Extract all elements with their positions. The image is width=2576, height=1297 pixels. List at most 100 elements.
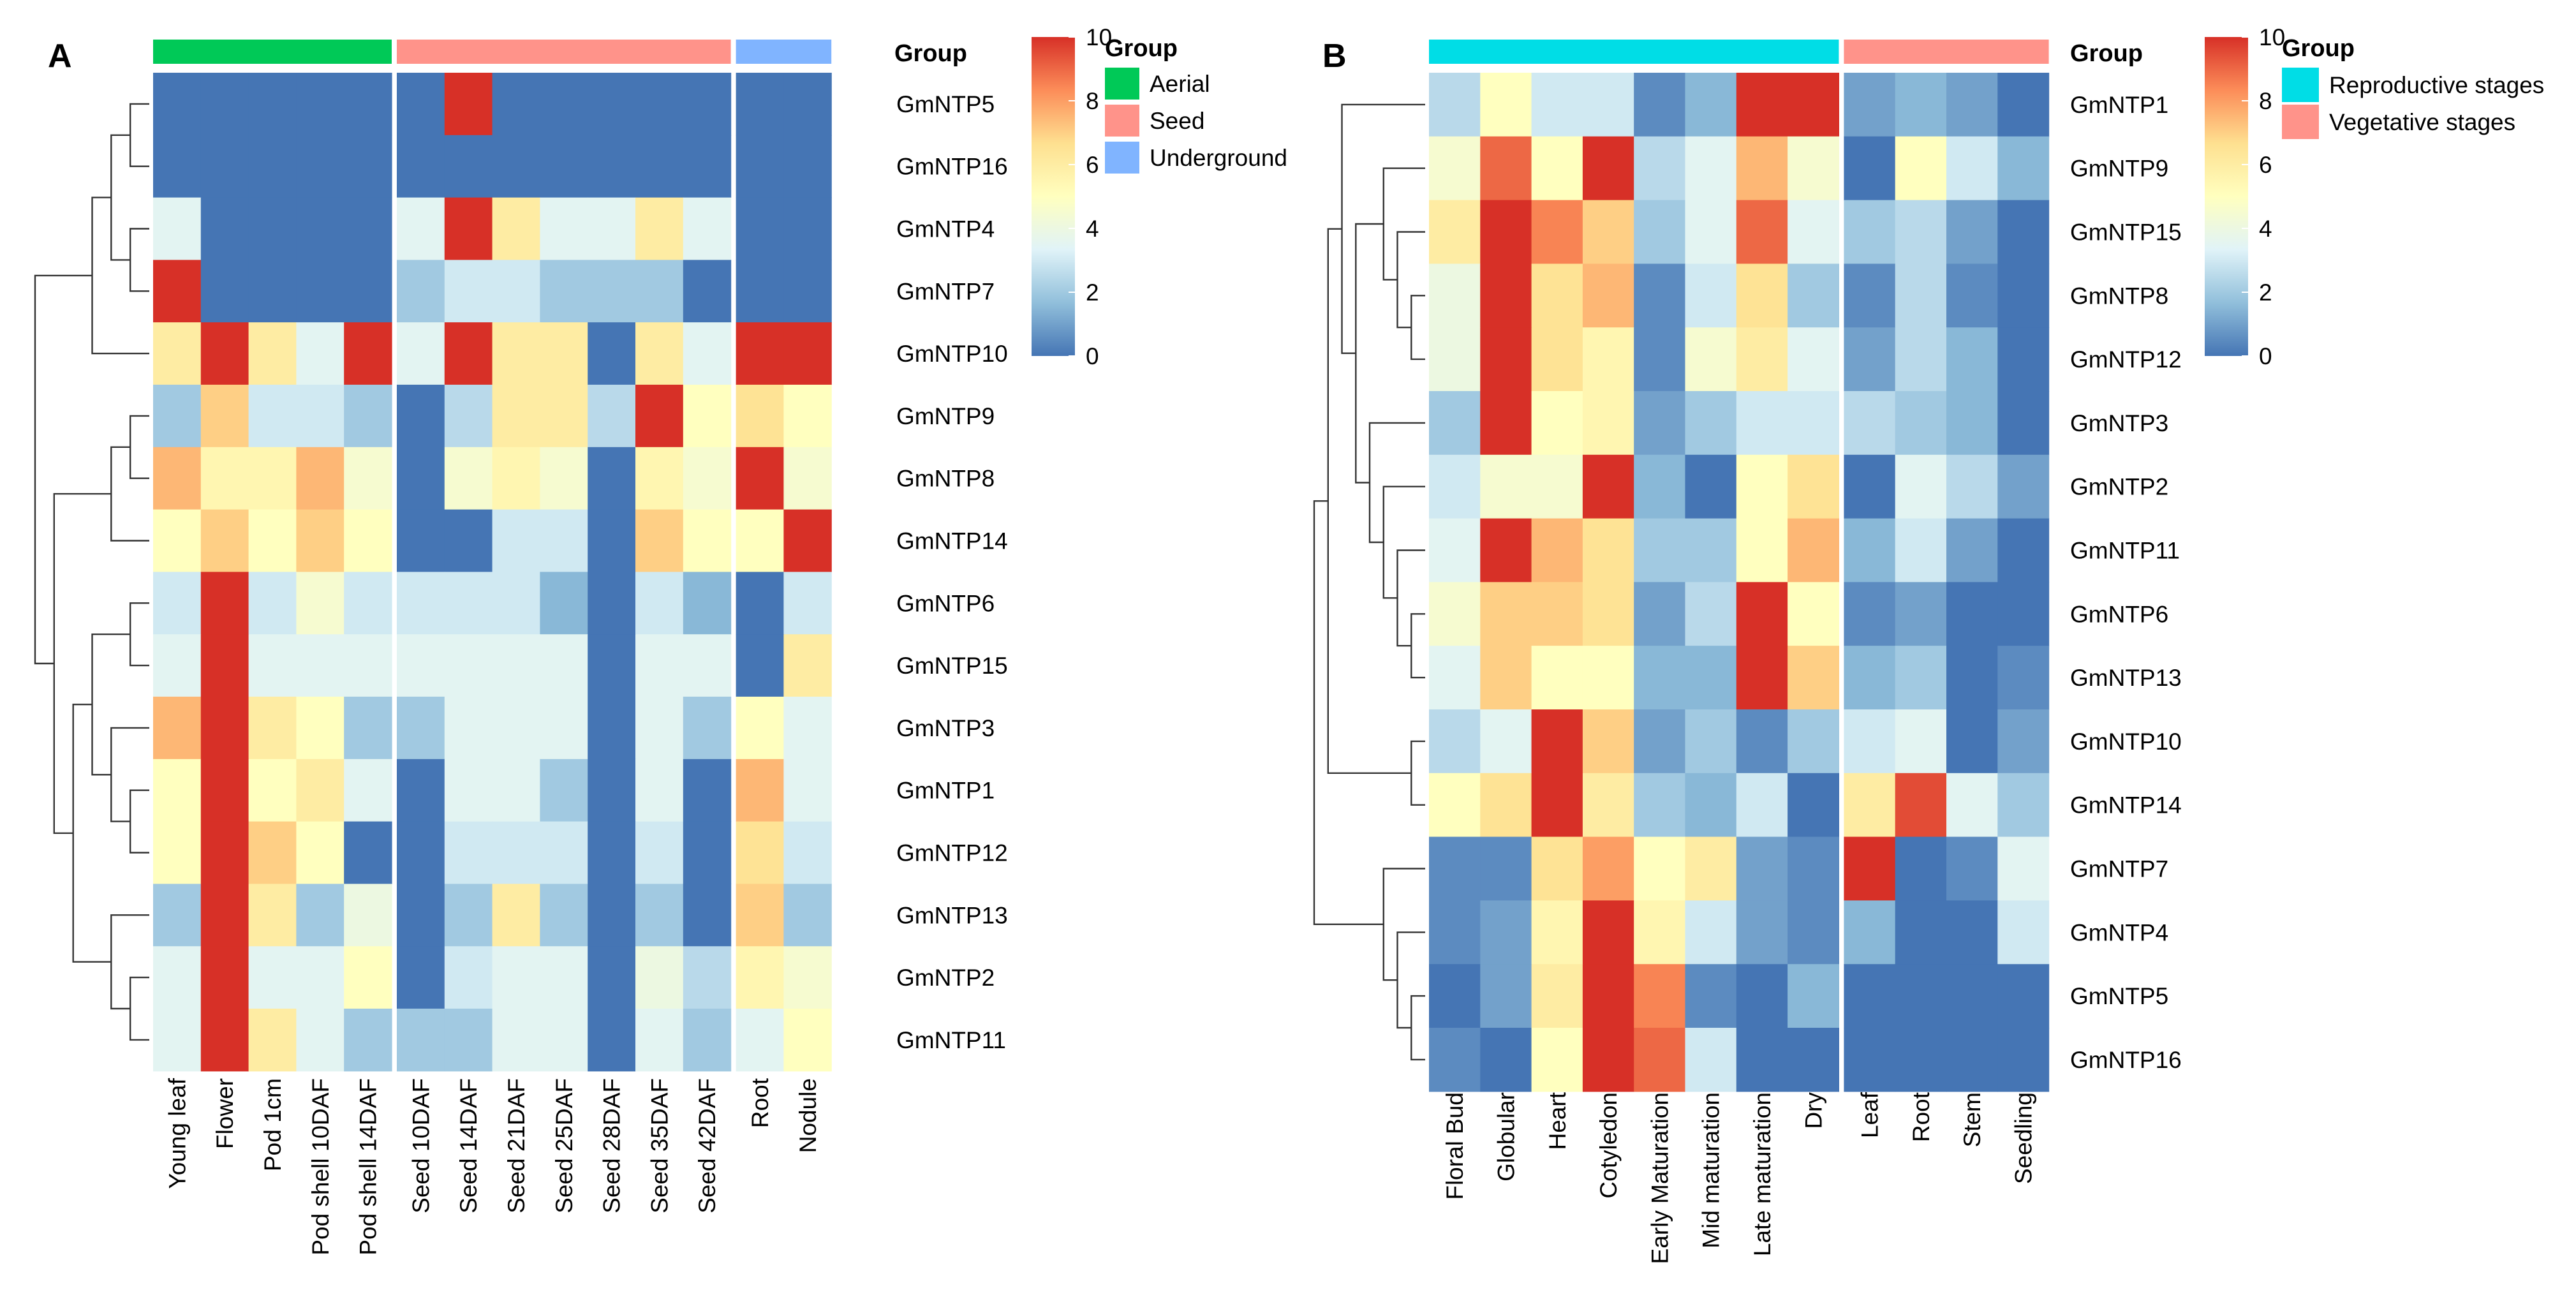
panel-b-cell-gmntp4-heart [1531,900,1583,965]
panel-a-cell-gmntp8-root [736,447,784,510]
panel-a-cell-gmntp6-pod-1cm [248,572,297,635]
panel-b-row-label-gmntp2: GmNTP2 [2070,474,2168,500]
panel-a-cell-gmntp1-young-leaf [153,759,202,822]
panel-a-cell-gmntp16-seed-21daf [492,135,540,198]
panel-a-cell-gmntp1-seed-10daf [397,759,445,822]
panel-a-cell-gmntp1-seed-25daf [540,759,588,822]
panel-a-row-label-gmntp11: GmNTP11 [896,1027,1006,1053]
panel-a-cell-gmntp6-seed-25daf [540,572,588,635]
panel-a-cell-gmntp15-root [736,634,784,697]
panel-a-cell-gmntp2-seed-10daf [397,946,445,1009]
panel-b-cell-gmntp13-seedling [1997,646,2050,710]
panel-a-cell-gmntp15-seed-42daf [683,634,732,697]
panel-b-row-label-gmntp3: GmNTP3 [2070,410,2168,436]
panel-b-cell-gmntp16-heart [1531,1028,1583,1092]
panel-b-cell-gmntp11-stem [1946,518,1998,582]
panel-b-cell-gmntp12-globular [1480,327,1532,392]
panel-a-cell-gmntp4-seed-21daf [492,197,540,260]
panel-b-cell-gmntp7-globular [1480,836,1532,901]
panel-b-cell-gmntp13-cotyledon [1582,646,1634,710]
panel-a-colorbar-tick-label: 2 [1086,279,1099,306]
panel-a-cell-gmntp9-seed-42daf [683,385,732,448]
panel-a-cell-gmntp5-seed-25daf [540,73,588,136]
panel-b-cell-gmntp14-globular [1480,773,1532,838]
panel-a-cell-gmntp16-pod-shell-14daf [344,135,392,198]
panel-b-row-label-gmntp12: GmNTP12 [2070,346,2182,373]
panel-b-cell-gmntp2-seedling [1997,454,2050,519]
panel-a-cell-gmntp5-pod-1cm [248,73,297,136]
panel-b-cell-gmntp5-mid-maturation [1685,964,1737,1028]
panel-a-dendrogram-branch [130,789,149,854]
panel-a-cell-gmntp8-pod-shell-14daf [344,447,392,510]
panel-a-legend-swatch-aerial [1105,68,1139,100]
panel-b-row-label-gmntp14: GmNTP14 [2070,792,2182,819]
panel-b-cell-gmntp3-dry [1788,391,1839,456]
panel-b-col-label-heart: Heart [1544,1092,1571,1150]
panel-b-cell-gmntp5-late-maturation [1736,964,1788,1028]
panel-b-cell-gmntp7-stem [1946,836,1998,901]
panel-a-cell-gmntp10-seed-14daf [444,322,493,385]
panel-a-row-label-gmntp10: GmNTP10 [896,341,1008,367]
panel-a-cell-gmntp4-pod-shell-10daf [296,197,344,260]
panel-b-cell-gmntp11-root [1895,518,1947,582]
panel-a-cell-gmntp6-seed-10daf [397,572,445,635]
panel-a-col-label-flower: Flower [212,1078,238,1149]
panel-a-cell-gmntp10-nodule [783,322,832,385]
panel-a-cell-gmntp9-seed-28daf [588,385,636,448]
panel-b-cell-gmntp16-leaf [1844,1028,1896,1092]
panel-a-cell-gmntp7-nodule [783,260,832,323]
panel-a-cell-gmntp8-pod-1cm [248,447,297,510]
panel-b-cell-gmntp10-early-maturation [1634,709,1686,774]
panel-a-cell-gmntp13-seed-35daf [635,884,684,947]
panel-b-cell-gmntp8-mid-maturation [1685,263,1737,328]
panel-b: B Group GmNTP1 GmNTP9 GmNTP15 GmNTP8 GmNTP12… [1313,24,2544,1264]
panel-b-cell-gmntp12-dry [1788,327,1839,392]
panel-a-cell-gmntp11-seed-35daf [635,1009,684,1072]
panel-a-cell-gmntp9-young-leaf [153,385,202,448]
panel-a-cell-gmntp13-seed-10daf [397,884,445,947]
panel-b-cell-gmntp9-heart [1531,136,1583,201]
panel-a-cell-gmntp2-flower [200,946,249,1009]
panel-b-cell-gmntp14-seedling [1997,773,2050,838]
panel-b-cell-gmntp10-mid-maturation [1685,709,1737,774]
panel-b-cell-gmntp15-seedling [1997,200,2050,264]
panel-a-row-label-gmntp16: GmNTP16 [896,154,1008,180]
panel-b-row-labels: GmNTP1 GmNTP9 GmNTP15 GmNTP8 GmNTP12 GmNTP3 Gm… [2070,92,2182,1073]
panel-b-col-label-early-maturation: Early Maturation [1647,1092,1673,1264]
panel-b-col-label-late-maturation: Late maturation [1749,1092,1775,1256]
panel-a-legend-swatch-underground [1105,142,1139,174]
panel-a-cell-gmntp5-young-leaf [153,73,202,136]
panel-a-cell-gmntp11-root [736,1009,784,1072]
panel-a-cell-gmntp1-seed-14daf [444,759,493,822]
panel-b-cell-gmntp1-floral-bud [1429,73,1481,137]
panel-a-cell-gmntp11-pod-shell-10daf [296,1009,344,1072]
panel-a-cell-gmntp16-nodule [783,135,832,198]
panel-a-cell-gmntp2-seed-21daf [492,946,540,1009]
panel-b-col-label-root: Root [1908,1092,1934,1142]
panel-b-cell-gmntp1-mid-maturation [1685,73,1737,137]
panel-a-cell-gmntp12-seed-28daf [588,821,636,884]
panel-a-col-label-nodule: Nodule [795,1078,821,1153]
panel-a-cell-gmntp7-seed-21daf [492,260,540,323]
panel-a-cell-gmntp10-root [736,322,784,385]
panel-a-cell-gmntp5-pod-shell-14daf [344,73,392,136]
panel-b-cell-gmntp8-late-maturation [1736,263,1788,328]
panel-a-legend-label-seed: Seed [1150,108,1204,134]
panel-a-col-label-seed-25daf: Seed 25DAF [551,1078,577,1213]
panel-b-cell-gmntp2-globular [1480,454,1532,519]
panel-b-cell-gmntp16-stem [1946,1028,1998,1092]
panel-a-cell-gmntp13-root [736,884,784,947]
panel-b-cell-gmntp12-heart [1531,327,1583,392]
panel-a-cell-gmntp11-flower [200,1009,249,1072]
panel-a-cell-gmntp15-nodule [783,634,832,697]
panel-a-cell-gmntp16-seed-14daf [444,135,493,198]
panel-a-legend-label-underground: Underground [1150,145,1287,171]
panel-b-cell-gmntp3-heart [1531,391,1583,456]
panel-b-cell-gmntp14-root [1895,773,1947,838]
panel-b-cell-gmntp15-heart [1531,200,1583,264]
panel-a-cell-gmntp6-pod-shell-14daf [344,572,392,635]
panel-a-cell-gmntp2-seed-14daf [444,946,493,1009]
panel-a-cell-gmntp13-seed-28daf [588,884,636,947]
panel-a-cell-gmntp2-pod-shell-10daf [296,946,344,1009]
panel-a-row-label-gmntp8: GmNTP8 [896,466,995,492]
